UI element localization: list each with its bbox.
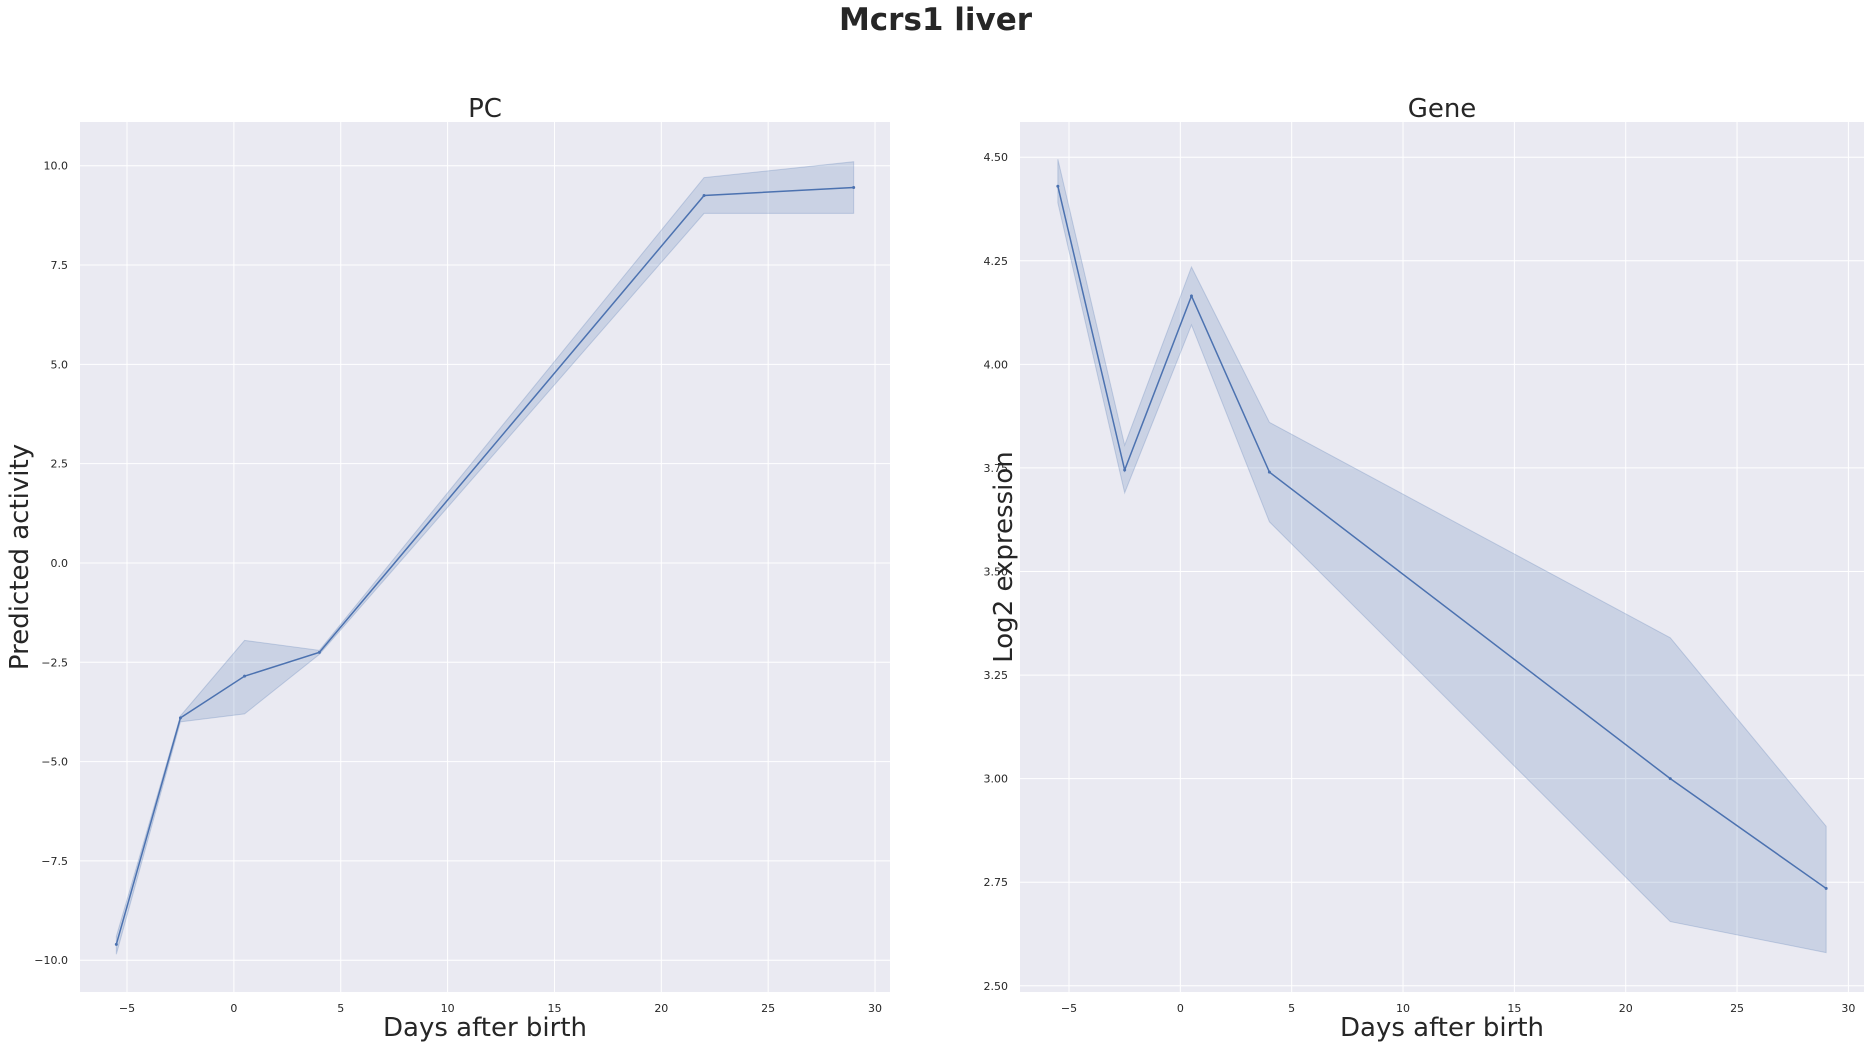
data-point (114, 942, 118, 946)
y-tick-label: −2.5 (41, 656, 68, 669)
y-tick-label: 10.0 (44, 160, 69, 173)
subplot-title: PC (468, 94, 502, 124)
data-point (178, 716, 182, 720)
x-tick-label: 20 (654, 1002, 668, 1015)
y-tick-label: 3.75 (984, 462, 1009, 475)
subplot-0: −5 0 5 10 15 20 25 30 −10.0 −7.5 −5.0 −2.5 0.0 2.5 5.0… (5, 94, 890, 1043)
y-tick-label: 2.75 (984, 876, 1009, 889)
y-tick-label: 3.25 (984, 669, 1009, 682)
x-tick-label: 5 (1288, 1002, 1295, 1015)
y-tick-label: 2.5 (51, 458, 69, 471)
subplot-title: Gene (1408, 94, 1477, 124)
x-tick-label: 25 (761, 1002, 775, 1015)
figure-title: Mcrs1 liver (838, 2, 1033, 38)
confidence-band (1057, 159, 1827, 954)
x-tick-label: 30 (868, 1002, 882, 1015)
y-tick-label: 0.0 (51, 557, 69, 570)
series-line (1057, 186, 1827, 890)
x-tick-label: 15 (547, 1002, 561, 1015)
y-tick-label: −7.5 (41, 855, 68, 868)
x-tick-label: 10 (1396, 1002, 1410, 1015)
x-axis-label: Days after birth (383, 1013, 587, 1043)
y-tick-label: −5.0 (41, 756, 68, 769)
data-point (1824, 886, 1828, 890)
data-point (1189, 294, 1193, 298)
subplot-1: −5 0 5 10 15 20 25 30 2.50 2.75 3.00 3.25 3.50 3.75 4.… (984, 94, 1864, 1043)
y-tick-label: 4.50 (984, 151, 1009, 164)
data-point (702, 193, 706, 197)
y-tick-label: −10.0 (34, 954, 68, 967)
x-tick-label: 20 (1619, 1002, 1633, 1015)
data-point (1123, 468, 1127, 472)
x-tick-label: 0 (230, 1002, 237, 1015)
data-point (1267, 470, 1271, 474)
x-tick-label: −5 (119, 1002, 135, 1015)
x-tick-label: 25 (1730, 1002, 1744, 1015)
series-line (115, 186, 854, 945)
plot-area (1020, 122, 1864, 992)
data-point (852, 186, 856, 190)
x-tick-label: 30 (1841, 1002, 1855, 1015)
y-tick-label: 3.50 (984, 566, 1009, 579)
confidence-band (115, 161, 855, 955)
y-tick-label: 3.00 (984, 773, 1009, 786)
data-point (317, 650, 321, 654)
y-axis-label: Predicted activity (5, 444, 35, 670)
plot-area (80, 122, 890, 992)
data-point (1056, 184, 1060, 188)
x-tick-label: 10 (441, 1002, 455, 1015)
y-tick-label: 2.50 (984, 980, 1009, 993)
x-tick-label: 0 (1177, 1002, 1184, 1015)
x-tick-label: 5 (337, 1002, 344, 1015)
data-point (243, 674, 247, 678)
data-point (1668, 777, 1672, 781)
x-tick-label: 15 (1507, 1002, 1521, 1015)
y-tick-label: 4.25 (984, 255, 1009, 268)
y-axis-label: Log2 expression (989, 451, 1019, 663)
y-tick-label: 5.0 (51, 358, 69, 371)
x-tick-label: −5 (1061, 1002, 1077, 1015)
y-tick-label: 7.5 (51, 259, 69, 272)
x-axis-label: Days after birth (1340, 1013, 1544, 1043)
y-tick-label: 4.00 (984, 358, 1009, 371)
